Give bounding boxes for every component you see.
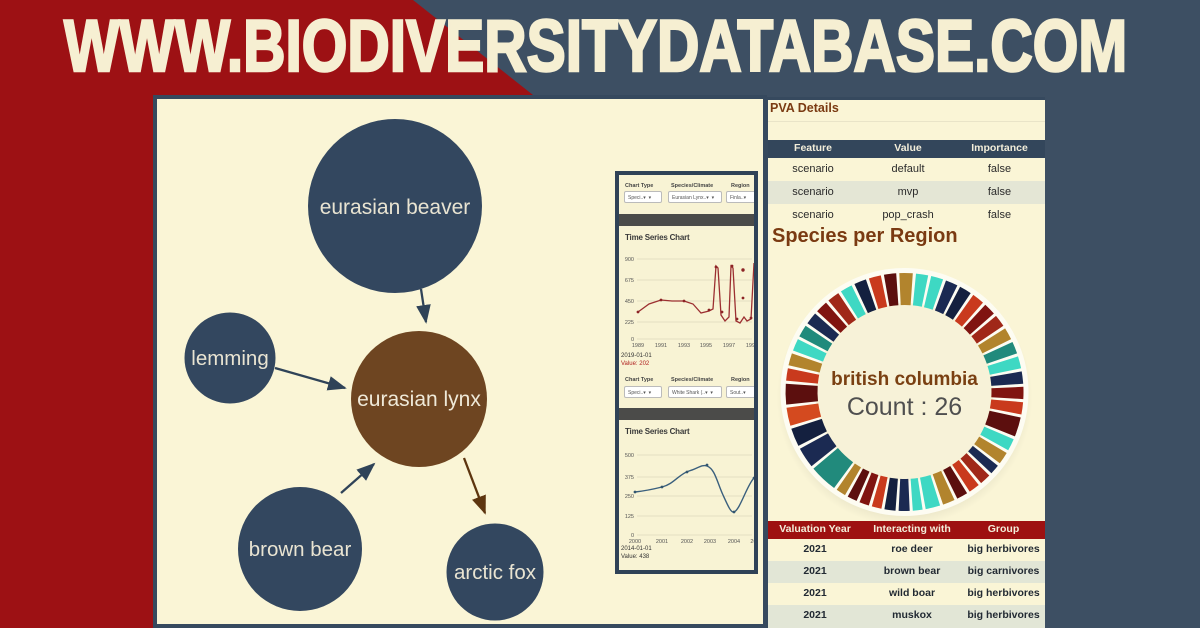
- svg-text:375: 375: [625, 475, 634, 481]
- svg-text:200: 200: [750, 539, 754, 545]
- svg-text:125: 125: [625, 514, 634, 520]
- svg-text:2003: 2003: [704, 539, 716, 545]
- svg-text:2001: 2001: [656, 539, 668, 545]
- svg-text:brown bear: brown bear: [249, 538, 352, 561]
- svg-text:250: 250: [625, 494, 634, 500]
- svg-text:eurasian beaver: eurasian beaver: [320, 196, 471, 219]
- svg-text:2000: 2000: [629, 539, 641, 545]
- svg-text:675: 675: [625, 278, 634, 284]
- svg-text:500: 500: [625, 453, 634, 459]
- svg-text:1999: 1999: [746, 343, 754, 349]
- svg-text:british columbia: british columbia: [831, 369, 978, 390]
- svg-text:Count : 26: Count : 26: [847, 393, 962, 421]
- svg-text:1989: 1989: [632, 343, 644, 349]
- svg-text:1993: 1993: [678, 343, 690, 349]
- svg-text:900: 900: [625, 257, 634, 263]
- svg-text:0: 0: [631, 533, 634, 539]
- svg-text:1997: 1997: [723, 343, 735, 349]
- svg-text:lemming: lemming: [191, 347, 268, 370]
- svg-text:450: 450: [625, 299, 634, 305]
- svg-text:225: 225: [625, 320, 634, 326]
- svg-text:1991: 1991: [655, 343, 667, 349]
- svg-text:eurasian lynx: eurasian lynx: [357, 388, 481, 411]
- svg-text:arctic fox: arctic fox: [454, 561, 537, 584]
- svg-text:1995: 1995: [700, 343, 712, 349]
- svg-text:2002: 2002: [681, 539, 693, 545]
- svg-text:0: 0: [631, 337, 634, 343]
- svg-text:2004: 2004: [728, 539, 740, 545]
